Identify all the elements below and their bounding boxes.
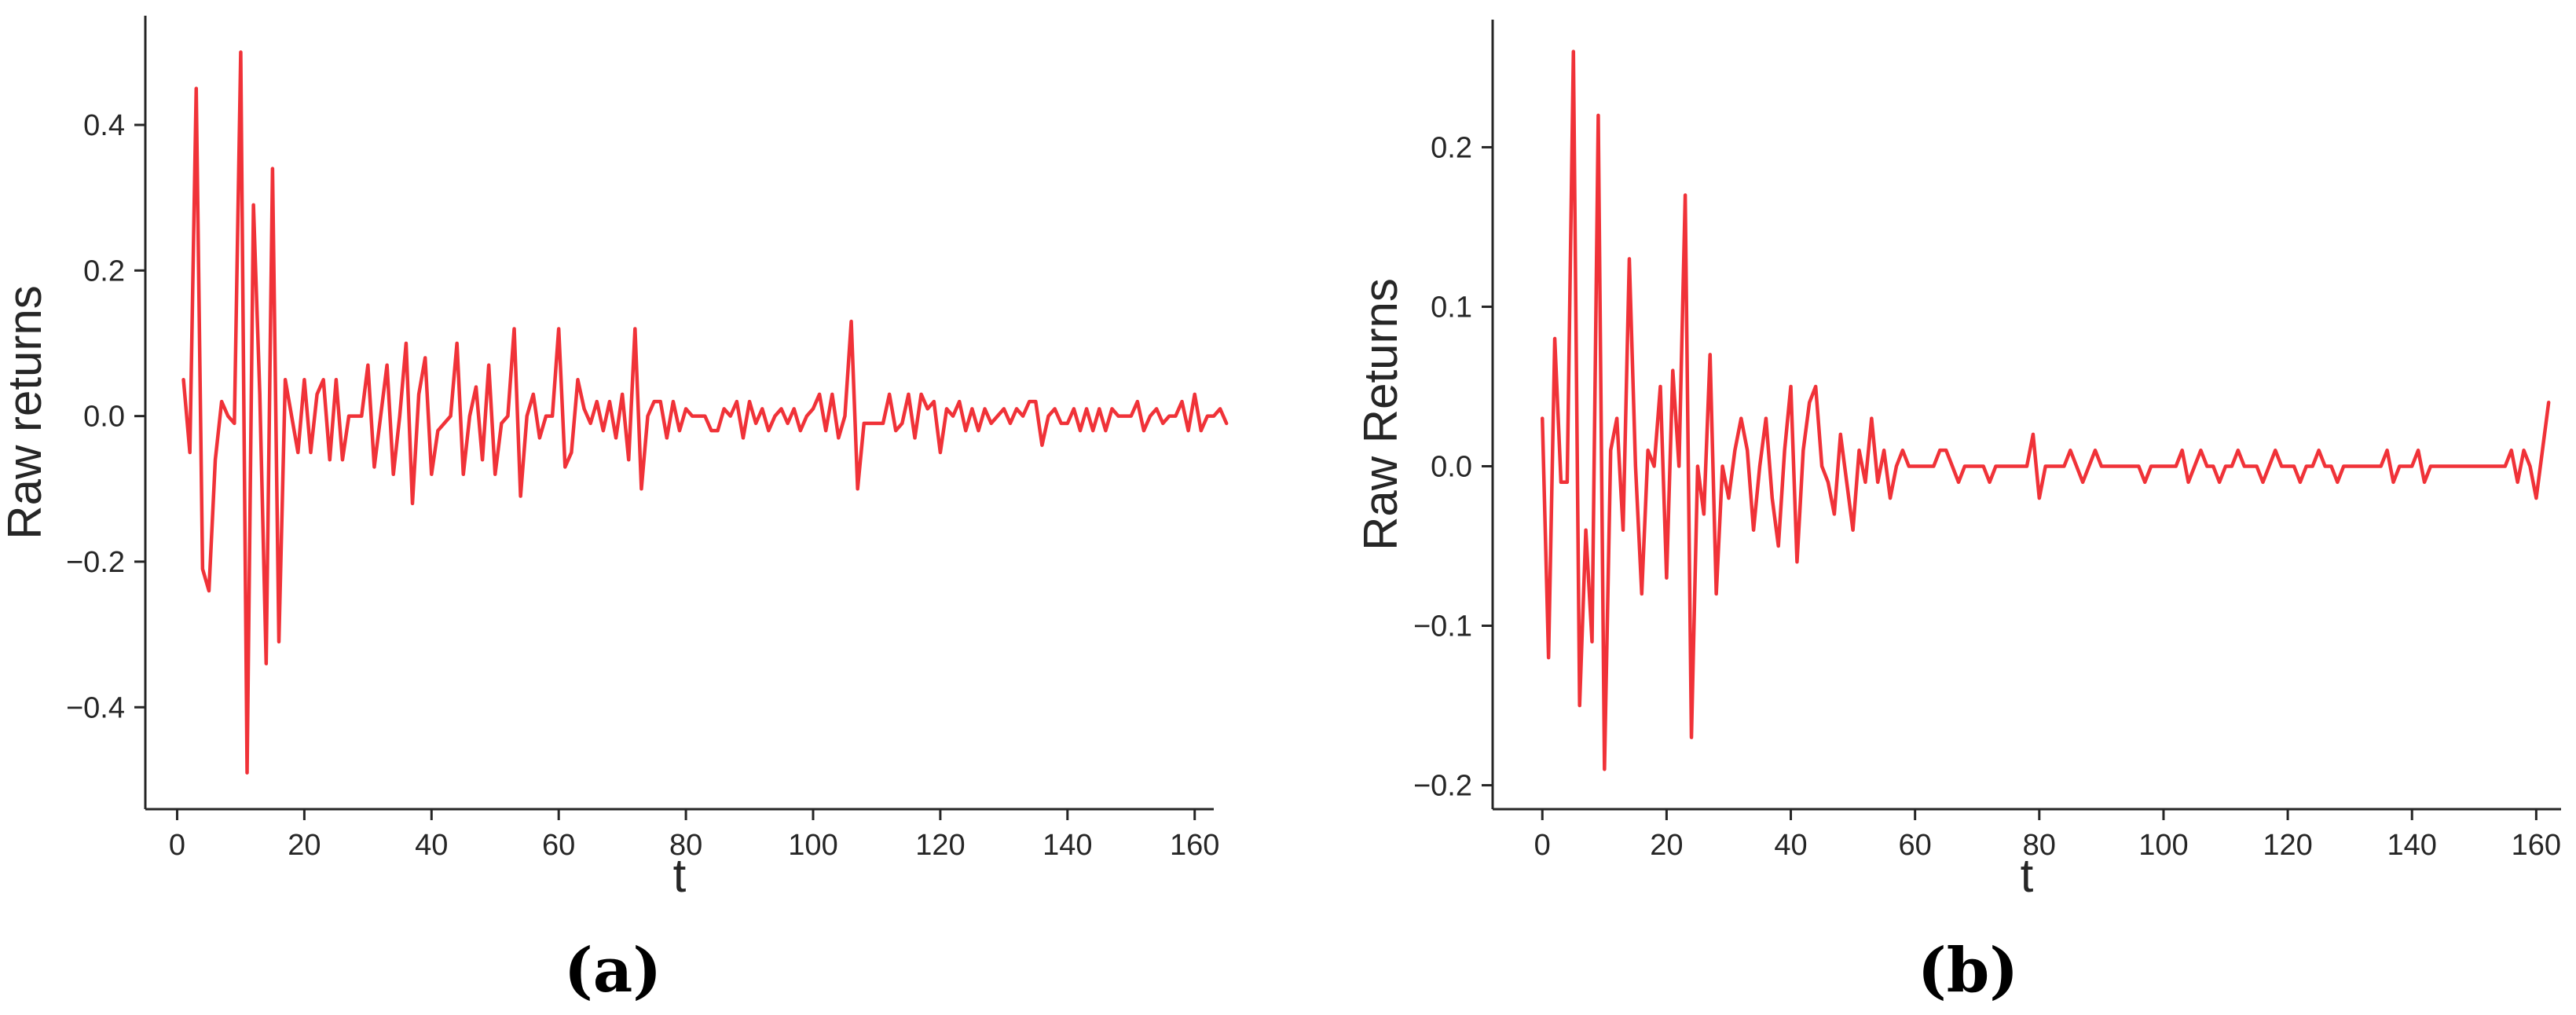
x-tick-label: 40	[415, 829, 448, 862]
y-tick-label: 0.0	[1431, 450, 1472, 483]
x-tick-label: 20	[1650, 829, 1683, 862]
panel-label: (b)	[1918, 935, 2018, 1006]
x-tick-label: 100	[2138, 829, 2188, 862]
panel-a: 0 20 40 60 80 100 120 140 160 −0.4 −0.2 0.0 0.2 0.4 t R…	[0, 16, 1229, 1006]
x-tick-label: 140	[1042, 829, 1092, 862]
y-tick-label: 0.0	[83, 401, 125, 434]
y-tick-label: 0.2	[1431, 131, 1472, 164]
x-tick-label: 120	[915, 829, 965, 862]
panel-b: 0 20 40 60 80 100 120 140 160 −0.2 −0.1 0.0 0.1 0.2 t R…	[1354, 20, 2561, 1006]
panel-label: (a)	[564, 935, 661, 1006]
x-tick-label: 120	[2263, 829, 2312, 862]
x-tick-label: 160	[1170, 829, 1219, 862]
y-tick-label: 0.2	[83, 255, 125, 288]
y-tick-label: 0.4	[83, 109, 125, 142]
x-tick-label: 60	[542, 829, 575, 862]
x-tick-label: 80	[2023, 829, 2056, 862]
x-tick-label: 40	[1774, 829, 1807, 862]
x-tick-label: 80	[669, 829, 702, 862]
x-axis-title: t	[2021, 849, 2034, 902]
x-tick-label: 20	[288, 829, 321, 862]
x-tick-label: 0	[1534, 829, 1551, 862]
y-axis-title: Raw returns	[0, 285, 51, 539]
x-axis-title: t	[673, 849, 687, 902]
x-tick-label: 100	[788, 829, 837, 862]
series-line	[1541, 49, 2551, 771]
x-tick-label: 160	[2512, 829, 2561, 862]
y-tick-label: −0.1	[1413, 610, 1472, 643]
x-tick-label: 140	[2387, 829, 2437, 862]
series-line	[181, 50, 1229, 775]
y-tick-label: −0.2	[66, 546, 125, 579]
y-tick-label: −0.2	[1413, 770, 1472, 803]
y-tick-label: −0.4	[66, 691, 125, 724]
x-tick-label: 60	[1899, 829, 1932, 862]
y-axis-title: Raw Returns	[1354, 278, 1407, 551]
y-tick-label: 0.1	[1431, 291, 1472, 324]
x-tick-label: 0	[169, 829, 185, 862]
